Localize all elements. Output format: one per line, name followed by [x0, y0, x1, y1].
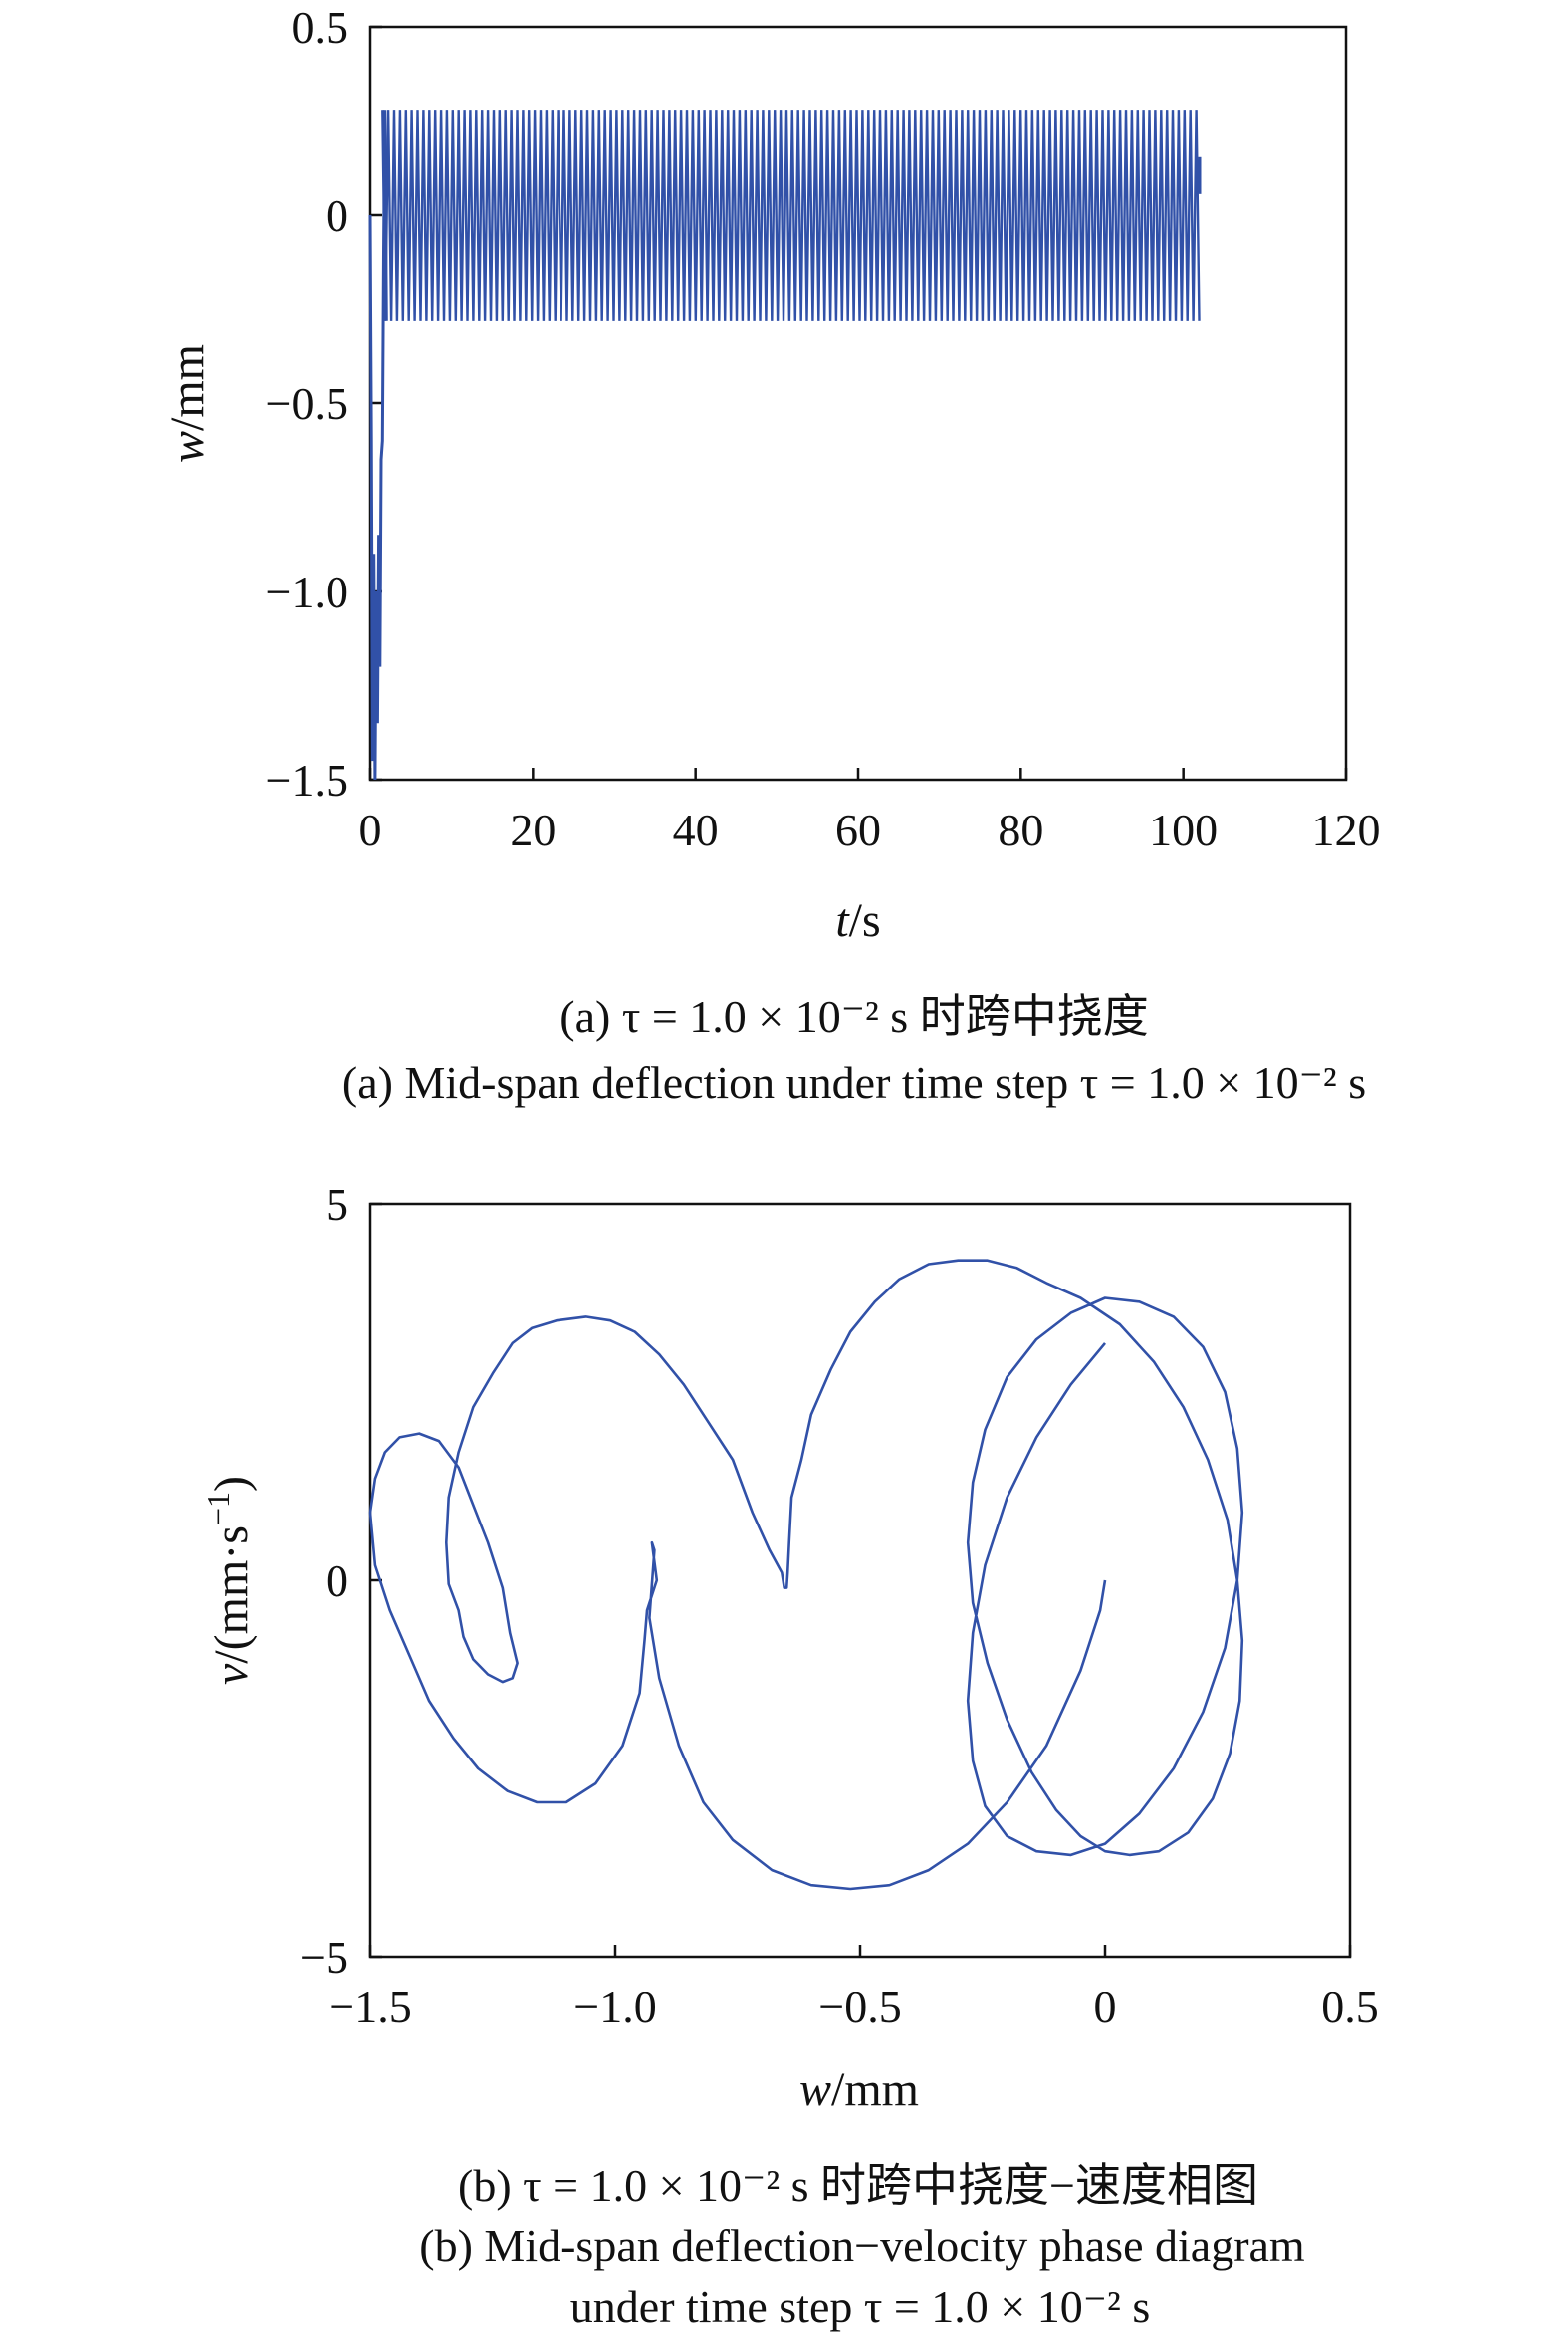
- panel-b-y-axis-label: v/(mm·s−1): [200, 1476, 258, 1685]
- x-tick-label: 0: [359, 805, 382, 855]
- panel-b-x-ticks: −1.5 −1.0 −0.5 0 0.5: [329, 1945, 1379, 2032]
- x-tick-label: 100: [1149, 805, 1218, 855]
- y-tick-label: 0: [326, 1555, 348, 1606]
- panel-b-caption-cn: (b) τ = 1.0 × 10⁻² s 时跨中挠度−速度相图: [458, 2160, 1258, 2211]
- panel-b-caption-en-line2: under time step τ = 1.0 × 10⁻² s: [570, 2281, 1150, 2332]
- y-tick-label: −5: [300, 1932, 348, 1983]
- y-tick-label: 0: [326, 190, 348, 241]
- y-tick-label: −1.5: [266, 755, 348, 806]
- x-tick-label: 60: [835, 805, 881, 855]
- y-tick-label: 5: [326, 1179, 348, 1230]
- x-tick-label: −1.0: [573, 1982, 656, 2032]
- panel-b-series-line: [368, 1259, 1244, 1891]
- steady-oscillation: [381, 110, 1201, 321]
- panel-b-x-axis-label: w/mm: [799, 2063, 919, 2116]
- panel-a-caption-cn: (a) τ = 1.0 × 10⁻² s 时跨中挠度: [560, 991, 1148, 1042]
- panel-b-y-ticks: 5 0 −5: [300, 1179, 382, 1983]
- panel-a-series-line: [368, 110, 1202, 781]
- panel-b: −1.5 −1.0 −0.5 0 0.5 5 0 −5 w/mm v/(mm·s−1) (b…: [200, 1179, 1379, 2332]
- x-tick-label: 40: [673, 805, 719, 855]
- y-tick-label: −1.0: [266, 567, 348, 617]
- panel-a-x-axis-label: t/s: [835, 894, 880, 947]
- x-tick-label: −0.5: [818, 1982, 901, 2032]
- y-tick-label: −0.5: [266, 378, 348, 429]
- y-tick-label: 0.5: [292, 2, 349, 53]
- x-tick-label: −1.5: [329, 1982, 411, 2032]
- panel-a: 0 20 40 60 80 100 120 0.5 0 −0.5 −1.0 −1.5 t/s w/m…: [161, 2, 1381, 1108]
- panel-a-caption-en: (a) Mid-span deflection under time step …: [342, 1057, 1366, 1108]
- x-tick-label: 0: [1094, 1982, 1117, 2032]
- x-tick-label: 20: [510, 805, 556, 855]
- panel-b-caption-en-line1: (b) Mid-span deflection−velocity phase d…: [419, 2221, 1305, 2271]
- panel-b-plot-frame: [368, 1202, 1352, 1959]
- transient-line: [368, 110, 388, 781]
- x-tick-label: 80: [998, 805, 1043, 855]
- panel-a-x-ticks: 0 20 40 60 80 100 120: [359, 768, 1381, 855]
- panel-a-y-axis-label: w/mm: [161, 344, 214, 463]
- phase-trajectory: [368, 1259, 1244, 1891]
- x-tick-label: 120: [1312, 805, 1381, 855]
- panel-a-y-ticks: 0.5 0 −0.5 −1.0 −1.5: [266, 2, 382, 806]
- x-tick-label: 0.5: [1321, 1982, 1379, 2032]
